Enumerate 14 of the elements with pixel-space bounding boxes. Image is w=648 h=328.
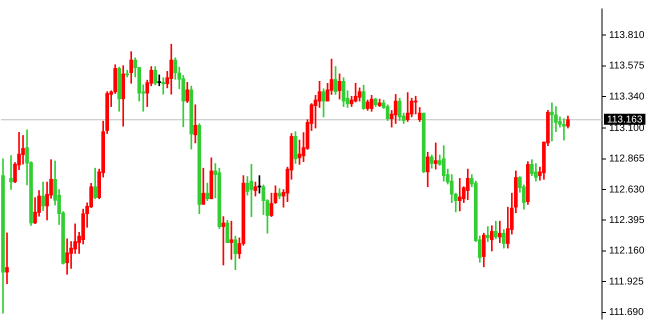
candlestick xyxy=(258,175,262,194)
y-tick-label: 112.630 xyxy=(609,184,645,196)
y-tick-label: 112.395 xyxy=(609,214,645,226)
y-tick-label: 113.810 xyxy=(609,30,645,41)
candlestick xyxy=(5,232,9,284)
y-tick-label: 113.340 xyxy=(609,91,645,102)
candlestick xyxy=(562,118,566,140)
y-tick-label: 113.575 xyxy=(609,60,645,72)
ref-line-label: 113.163 xyxy=(607,114,643,126)
y-tick-label: 112.865 xyxy=(609,154,645,165)
candlestick xyxy=(9,155,13,190)
y-tick-label: 111.690 xyxy=(609,307,644,318)
y-tick-label: 111.925 xyxy=(609,276,644,288)
y-tick-label: 112.160 xyxy=(609,246,645,257)
